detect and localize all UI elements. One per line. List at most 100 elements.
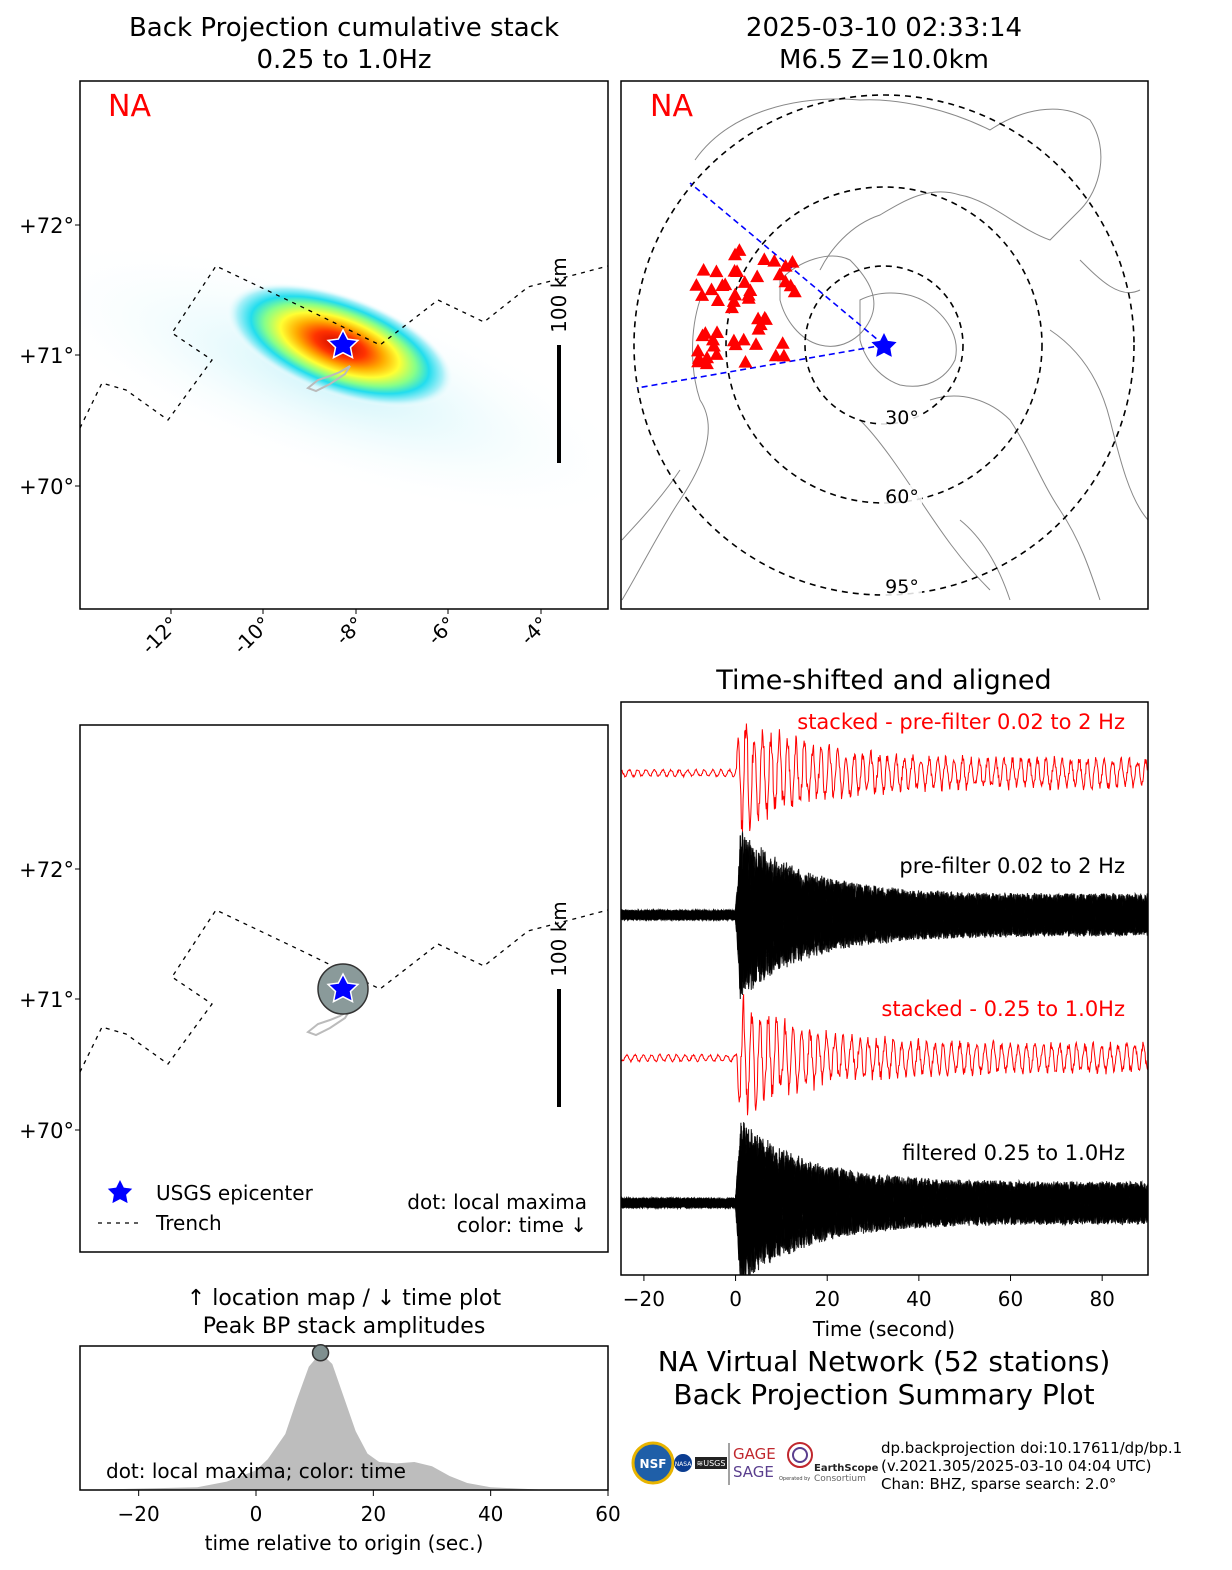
station-marker: [728, 287, 743, 301]
station-marker: [772, 267, 787, 281]
gage-logo-text: GAGE: [733, 1445, 776, 1463]
bp-title-line1: Back Projection cumulative stack: [129, 13, 559, 43]
trench-line: [80, 909, 608, 1073]
station-marker: [730, 264, 745, 277]
station-marker: [695, 288, 710, 301]
peak-amplitude-area: [80, 1352, 608, 1490]
station-marker: [696, 262, 711, 276]
trench-line: [80, 265, 608, 429]
station-globe-panel: 2025-03-10 02:33:14 M6.5 Z=10.0km: [620, 13, 1149, 610]
peak-panel: ↑ location map / ↓ time plot Peak BP sta…: [79, 1286, 621, 1555]
network-label: NA: [108, 89, 151, 124]
x-tick-label: 0: [729, 1287, 742, 1311]
x-tick-label: 40: [906, 1287, 931, 1311]
earthscope-logo-icon: [787, 1442, 813, 1468]
station-marker: [778, 259, 793, 272]
epicenter-star: [871, 333, 897, 357]
scale-bar-label: 100 km: [547, 901, 571, 977]
x-tick-label: 20: [814, 1287, 839, 1311]
traces-panel: Time-shifted and aligned stacked - pre-f…: [620, 665, 1149, 1341]
station-marker: [704, 282, 719, 296]
lat-ticks: +72° +71° +70°: [19, 858, 80, 1143]
credit-line1: dp.backprojection doi:10.17611/dp/bp.1: [881, 1439, 1182, 1457]
ring-label-60: 60°: [885, 486, 919, 508]
station-marker: [689, 278, 704, 291]
lon-tick-label: -10°: [228, 612, 275, 659]
usgs-logo-icon: [695, 1457, 727, 1469]
legend: USGS epicenter Trench dot: local maxima …: [98, 1180, 587, 1237]
summary-block: NA Virtual Network (52 stations) Back Pr…: [631, 1345, 1182, 1493]
credit-line3: Chan: BHZ, sparse search: 2.0°: [881, 1475, 1116, 1493]
lat-tick-label: +72°: [19, 214, 74, 238]
station-marker: [749, 337, 764, 350]
lat-tick-label: +70°: [19, 475, 74, 499]
traces-xlabel: Time (second): [812, 1317, 955, 1341]
trace-bundle: [621, 1122, 1148, 1275]
station-marker: [705, 332, 720, 346]
bp-title-line2: 0.25 to 1.0Hz: [256, 45, 431, 75]
lon-tick-label: -12°: [136, 612, 183, 659]
station-marker: [753, 317, 768, 331]
array-aperture-lines: [636, 182, 885, 389]
peak-title-line2: Peak BP stack amplitudes: [203, 1314, 486, 1339]
station-marker: [709, 347, 724, 360]
x-tick-label: 60: [998, 1287, 1023, 1311]
station-marker: [768, 348, 783, 362]
station-marker: [757, 252, 772, 266]
ring-labels: 30° 60° 95°: [880, 405, 922, 598]
event-date: 2025-03-10 02:33:14: [746, 13, 1022, 43]
station-marker: [785, 255, 800, 268]
traces-plot: [621, 723, 1148, 1275]
epicenter-star: [326, 972, 360, 1003]
sage-logo-text: SAGE: [733, 1463, 774, 1481]
traces-frame: [620, 701, 1149, 1276]
trace-label-prefilter: pre-filter 0.02 to 2 Hz: [899, 854, 1125, 878]
ring-label-30: 30°: [885, 407, 919, 429]
lat-tick-label: +72°: [19, 858, 74, 882]
lat-tick-label: +70°: [19, 1119, 74, 1143]
station-marker: [736, 332, 751, 346]
station-trace: [621, 1132, 1148, 1275]
legend-note-line2: color: time ↓: [457, 1213, 587, 1237]
usgs-logo-text: ≋USGS: [697, 1459, 726, 1468]
location-map-panel: 100 km +72° +71° +70° USGS epicenter Tre…: [19, 724, 609, 1253]
traces-title: Time-shifted and aligned: [715, 665, 1051, 696]
credit-line2: (v.2021.305/2025-03-10 04:04 UTC): [881, 1457, 1151, 1475]
lon-tick-label: -8°: [330, 612, 368, 650]
bp-map-panel: Back Projection cumulative stack 0.25 to…: [19, 13, 609, 659]
peak-plot: [80, 1352, 608, 1490]
globe-frame: [620, 80, 1149, 610]
lon-tick-label: -6°: [422, 612, 460, 650]
lat-ticks: +72° +71° +70°: [19, 214, 80, 499]
network-label: NA: [650, 89, 693, 124]
peak-local-maximum-dot: [311, 1344, 330, 1362]
peak-frame: [79, 1345, 609, 1491]
x-tick-label: 80: [1089, 1287, 1114, 1311]
sponsor-logos: NSF NASA ≋USGS GAGE SAGE Operated by Ear…: [631, 1441, 879, 1485]
consortium-logo-text: Consortium: [814, 1474, 866, 1484]
station-marker: [715, 278, 730, 291]
trace-label-stacked-filtered: stacked - 0.25 to 1.0Hz: [881, 997, 1125, 1021]
x-tick-label: 40: [478, 1502, 503, 1526]
peak-title-line1: ↑ location map / ↓ time plot: [187, 1286, 502, 1311]
x-tick-label: 60: [595, 1502, 620, 1526]
epicenter-star: [326, 328, 360, 359]
station-marker: [726, 294, 741, 307]
lon-tick-label: -4°: [515, 612, 553, 650]
x-tick-label: −20: [623, 1287, 665, 1311]
x-tick-label: 0: [250, 1502, 263, 1526]
traces-x-axis: −20 0 20 40 60 80: [623, 1275, 1115, 1311]
coastlines: [621, 98, 1148, 601]
station-markers: [689, 243, 802, 370]
stacked-trace: [621, 994, 1148, 1116]
station-marker: [741, 291, 756, 304]
station-marker: [738, 355, 753, 368]
coastline-jan-mayen: [306, 365, 351, 393]
nasa-logo-text: NASA: [675, 1461, 693, 1468]
legend-star-icon: [107, 1180, 133, 1204]
station-marker: [767, 253, 782, 267]
legend-trench-label: Trench: [155, 1211, 222, 1235]
bp-map-frame: [79, 80, 609, 610]
trace-bundle: [621, 831, 1148, 1000]
